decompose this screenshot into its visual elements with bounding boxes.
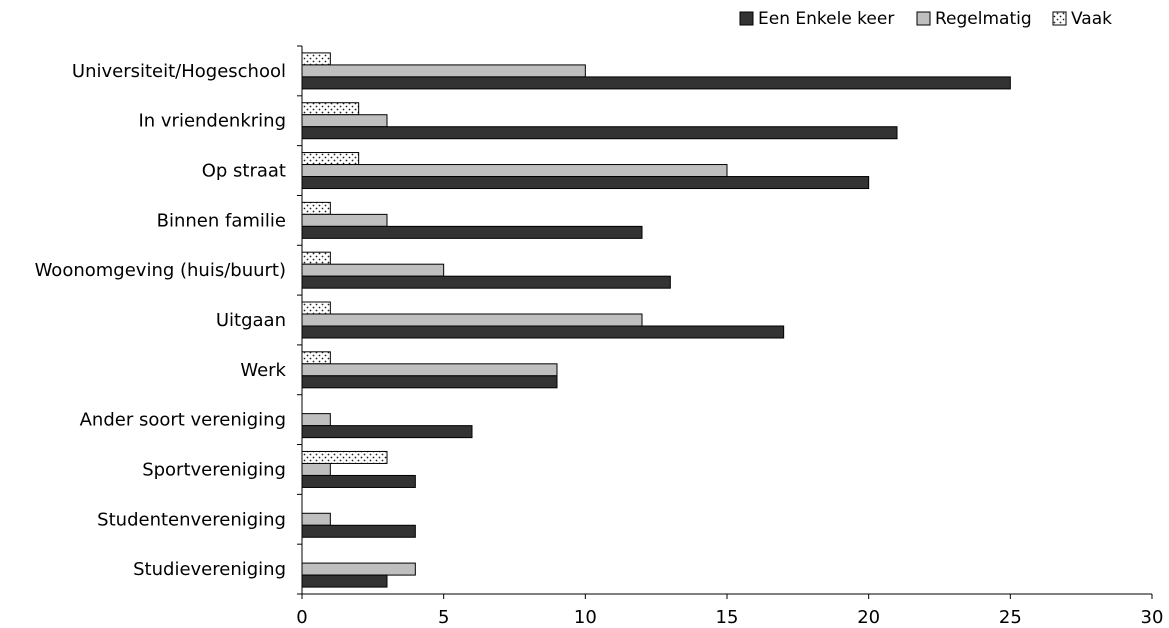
plot-area: Universiteit/Hogeschool In vriendenkring O… — [35, 45, 1164, 628]
category-label-in-vriendenkring: In vriendenkring — [138, 111, 286, 132]
legend-swatch-vaak — [1052, 11, 1067, 26]
x-tick-label: 15 — [716, 607, 739, 628]
legend-label-regelmatig: Regelmatig — [935, 9, 1032, 29]
bar-sportvereniging-vaak — [301, 450, 388, 464]
bar-op-straat-vaak — [301, 152, 360, 166]
category-label-op-straat: Op straat — [202, 161, 286, 182]
legend: Een Enkele keer Regelmatig Vaak — [739, 9, 1112, 29]
bar-ander-soort-vereniging-een-enkele-keer — [301, 425, 473, 439]
category-label-universiteit-hogeschool: Universiteit/Hogeschool — [72, 61, 286, 82]
category-label-woonomgeving-huis-buurt: Woonomgeving (huis/buurt) — [35, 260, 286, 281]
bar-woonomgeving-huis-buurt-vaak — [301, 251, 331, 265]
bar-woonomgeving-huis-buurt-een-enkele-keer — [301, 275, 671, 289]
category-group-studentenvereniging: Studentenvereniging — [97, 509, 416, 538]
category-group-woonomgeving-huis-buurt: Woonomgeving (huis/buurt) — [35, 251, 671, 289]
legend-swatch-regelmatig — [916, 11, 931, 26]
bar-studievereniging-regelmatig — [301, 562, 416, 576]
category-group-studievereniging: Studievereniging — [133, 559, 416, 588]
x-tick-label: 20 — [857, 607, 880, 628]
category-group-werk: Werk — [240, 351, 558, 389]
category-group-op-straat: Op straat — [202, 152, 870, 190]
bar-ander-soort-vereniging-regelmatig — [301, 413, 331, 427]
bar-op-straat-een-enkele-keer — [301, 176, 870, 190]
bar-uitgaan-regelmatig — [301, 313, 643, 327]
category-group-ander-soort-vereniging: Ander soort vereniging — [80, 410, 473, 439]
bar-universiteit-hogeschool-een-enkele-keer — [301, 76, 1011, 90]
x-tick-label: 25 — [999, 607, 1022, 628]
bar-uitgaan-een-enkele-keer — [301, 325, 785, 339]
bar-sportvereniging-regelmatig — [301, 462, 331, 476]
bar-op-straat-regelmatig — [301, 164, 728, 178]
bar-werk-vaak — [301, 351, 331, 365]
legend-swatch-een-enkele-keer — [739, 11, 754, 26]
x-tick-label: 0 — [296, 607, 307, 628]
x-tick-label: 5 — [438, 607, 449, 628]
bar-werk-regelmatig — [301, 363, 558, 377]
bar-studentenvereniging-regelmatig — [301, 512, 331, 526]
bar-universiteit-hogeschool-vaak — [301, 52, 331, 66]
bar-in-vriendenkring-regelmatig — [301, 114, 388, 128]
category-group-in-vriendenkring: In vriendenkring — [138, 102, 898, 140]
bar-universiteit-hogeschool-regelmatig — [301, 64, 586, 78]
category-group-binnen-familie: Binnen familie — [157, 201, 643, 239]
bar-binnen-familie-een-enkele-keer — [301, 225, 643, 239]
bar-binnen-familie-regelmatig — [301, 213, 388, 227]
category-label-studievereniging: Studievereniging — [133, 559, 286, 580]
category-label-sportvereniging: Sportvereniging — [142, 459, 286, 480]
bar-werk-een-enkele-keer — [301, 375, 558, 389]
x-tick-label: 30 — [1141, 607, 1164, 628]
category-label-uitgaan: Uitgaan — [216, 310, 286, 331]
legend-label-een-enkele-keer: Een Enkele keer — [758, 9, 894, 29]
category-label-werk: Werk — [240, 360, 286, 381]
bar-studentenvereniging-een-enkele-keer — [301, 524, 416, 538]
bar-binnen-familie-vaak — [301, 201, 331, 215]
category-label-studentenvereniging: Studentenvereniging — [97, 509, 286, 530]
bar-uitgaan-vaak — [301, 301, 331, 315]
bar-studievereniging-een-enkele-keer — [301, 574, 388, 588]
category-label-binnen-familie: Binnen familie — [157, 210, 286, 231]
bar-in-vriendenkring-vaak — [301, 102, 360, 116]
category-group-uitgaan: Uitgaan — [216, 301, 785, 339]
bar-in-vriendenkring-een-enkele-keer — [301, 126, 898, 140]
bar-woonomgeving-huis-buurt-regelmatig — [301, 263, 445, 277]
category-group-universiteit-hogeschool: Universiteit/Hogeschool — [72, 52, 1011, 90]
category-label-ander-soort-vereniging: Ander soort vereniging — [80, 410, 286, 431]
bar-sportvereniging-een-enkele-keer — [301, 474, 416, 488]
legend-label-vaak: Vaak — [1071, 9, 1112, 29]
x-tick-label: 10 — [574, 607, 597, 628]
category-group-sportvereniging: Sportvereniging — [142, 450, 416, 488]
